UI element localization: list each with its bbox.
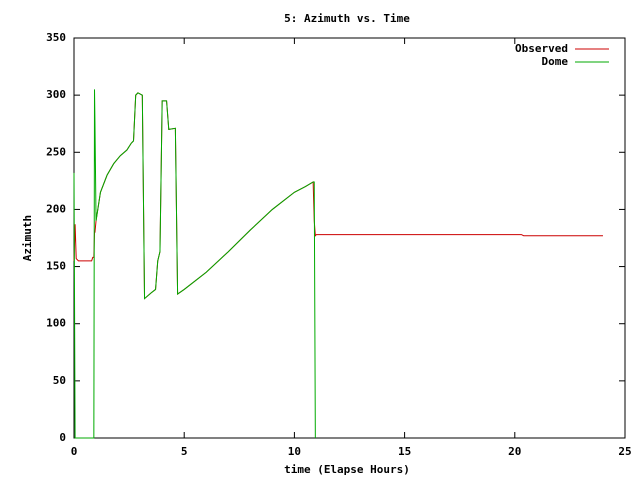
y-tick-label: 200 — [46, 202, 66, 215]
data-line — [73, 89, 316, 439]
y-tick-label: 50 — [53, 374, 66, 387]
y-tick-label: 0 — [59, 431, 66, 444]
legend-label: Dome — [542, 55, 569, 68]
chart-title: 5: Azimuth vs. Time — [284, 12, 410, 25]
x-tick-label: 20 — [508, 445, 521, 458]
x-tick-label: 25 — [618, 445, 631, 458]
x-axis-label: time (Elapse Hours) — [284, 463, 410, 476]
legend-label: Observed — [515, 42, 568, 55]
y-tick-label: 250 — [46, 145, 66, 158]
y-tick-label: 350 — [46, 31, 66, 44]
x-tick-label: 0 — [71, 445, 78, 458]
y-tick-label: 300 — [46, 88, 66, 101]
x-tick-label: 10 — [288, 445, 301, 458]
y-tick-label: 100 — [46, 317, 66, 330]
x-tick-label: 15 — [398, 445, 411, 458]
plot-frame — [73, 37, 626, 439]
y-tick-label: 150 — [46, 260, 66, 273]
data-line — [73, 92, 603, 300]
y-axis-label: Azimuth — [21, 215, 34, 261]
x-tick-label: 5 — [181, 445, 188, 458]
